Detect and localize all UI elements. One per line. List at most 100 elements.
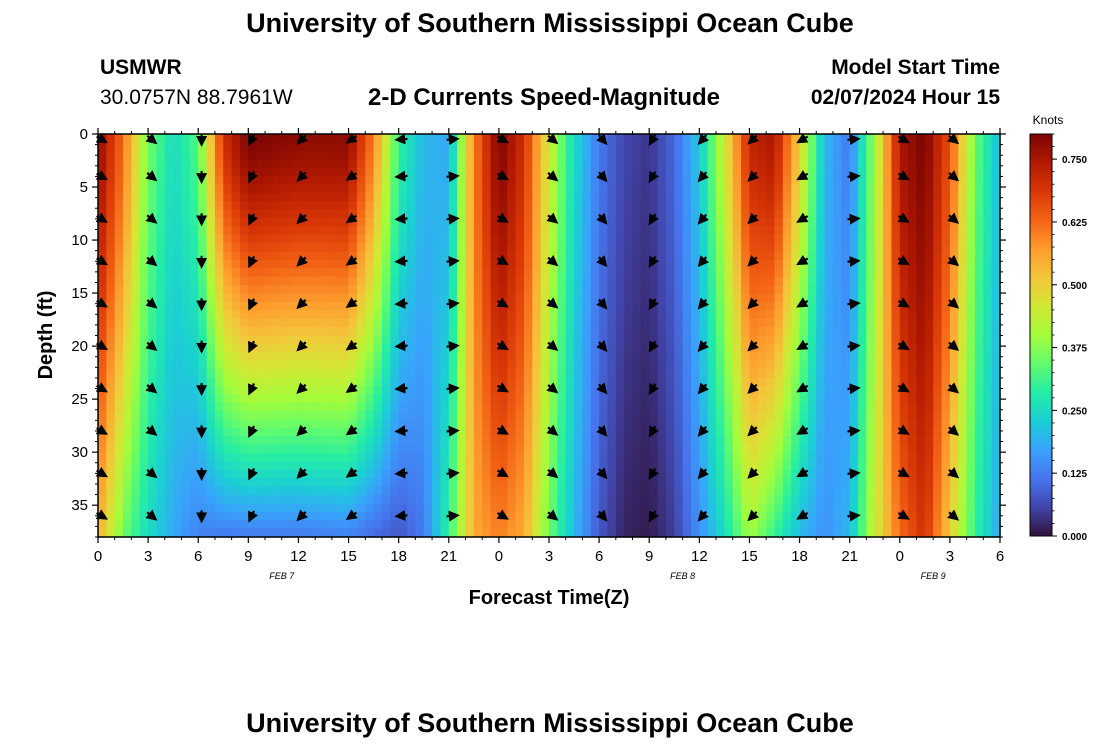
heatmap-cell bbox=[298, 369, 308, 379]
heatmap-cell bbox=[565, 327, 575, 337]
heatmap-cell bbox=[448, 201, 458, 211]
heatmap-cell bbox=[574, 335, 584, 345]
heatmap-cell bbox=[832, 234, 842, 244]
heatmap-cell bbox=[757, 444, 767, 454]
heatmap-cell bbox=[290, 268, 300, 278]
heatmap-cell bbox=[315, 159, 325, 169]
heatmap-cell bbox=[757, 285, 767, 295]
heatmap-cell bbox=[273, 377, 283, 387]
heatmap-cell bbox=[173, 251, 183, 261]
heatmap-cell bbox=[607, 226, 617, 236]
heatmap-cell bbox=[415, 301, 425, 311]
heatmap-cell bbox=[699, 285, 709, 295]
heatmap-cell bbox=[657, 402, 667, 412]
heatmap-cell bbox=[440, 175, 450, 185]
heatmap-cell bbox=[682, 335, 692, 345]
heatmap-cell bbox=[716, 444, 725, 454]
heatmap-cell bbox=[858, 184, 867, 194]
heatmap-cell bbox=[924, 276, 934, 286]
heatmap-cell bbox=[206, 268, 216, 278]
heatmap-cell bbox=[164, 226, 174, 236]
heatmap-cell bbox=[590, 469, 600, 479]
heatmap-cell bbox=[741, 394, 751, 404]
heatmap-cell bbox=[123, 209, 133, 219]
heatmap-cell bbox=[348, 486, 358, 496]
heatmap-cell bbox=[674, 234, 684, 244]
heatmap-cell bbox=[774, 385, 784, 395]
heatmap-cell bbox=[941, 444, 951, 454]
heatmap-cell bbox=[114, 301, 124, 311]
heatmap-cell bbox=[515, 259, 525, 269]
heatmap-cell bbox=[858, 503, 867, 513]
heatmap-cell bbox=[891, 285, 901, 295]
heatmap-cell bbox=[281, 411, 291, 421]
heatmap-cell bbox=[281, 134, 291, 143]
heatmap-cell bbox=[724, 369, 734, 379]
heatmap-cell bbox=[624, 192, 634, 202]
heatmap-cell bbox=[139, 134, 149, 143]
heatmap-cell bbox=[490, 478, 500, 488]
heatmap-cell bbox=[173, 201, 183, 211]
heatmap-cell bbox=[816, 327, 826, 337]
heatmap-cell bbox=[148, 377, 158, 387]
heatmap-cell bbox=[899, 276, 909, 286]
heatmap-cell bbox=[532, 402, 542, 412]
heatmap-cell bbox=[841, 175, 851, 185]
heatmap-cell bbox=[716, 377, 725, 387]
heatmap-cell bbox=[198, 503, 208, 513]
heatmap-cell bbox=[590, 436, 600, 446]
heatmap-cell bbox=[741, 301, 751, 311]
heatmap-cell bbox=[607, 276, 617, 286]
heatmap-cell bbox=[490, 352, 500, 362]
heatmap-cell bbox=[858, 293, 867, 303]
heatmap-cell bbox=[949, 436, 959, 446]
heatmap-cell bbox=[649, 201, 659, 211]
heatmap-cell bbox=[665, 268, 675, 278]
heatmap-cell bbox=[306, 150, 316, 160]
heatmap-cell bbox=[523, 167, 533, 177]
heatmap-cell bbox=[741, 511, 751, 521]
heatmap-cell bbox=[766, 503, 776, 513]
heatmap-cell bbox=[924, 268, 934, 278]
heatmap-cell bbox=[799, 419, 809, 429]
heatmap-cell bbox=[657, 385, 667, 395]
heatmap-cell bbox=[832, 427, 842, 437]
heatmap-cell bbox=[757, 310, 767, 320]
heatmap-cell bbox=[766, 268, 776, 278]
heatmap-cell bbox=[189, 385, 199, 395]
heatmap-cell bbox=[265, 201, 274, 211]
heatmap-cell bbox=[766, 419, 776, 429]
heatmap-cell bbox=[732, 175, 742, 185]
heatmap-cell bbox=[189, 427, 199, 437]
heatmap-cell bbox=[791, 201, 801, 211]
heatmap-cell bbox=[966, 369, 976, 379]
heatmap-cell bbox=[615, 268, 625, 278]
heatmap-cell bbox=[941, 419, 951, 429]
heatmap-cell bbox=[306, 268, 316, 278]
heatmap-cell bbox=[665, 453, 675, 463]
heatmap-cell bbox=[958, 201, 968, 211]
heatmap-cell bbox=[699, 159, 709, 169]
heatmap-cell bbox=[498, 436, 508, 446]
heatmap-cell bbox=[306, 192, 316, 202]
heatmap-cell bbox=[841, 134, 851, 143]
heatmap-cell bbox=[465, 150, 475, 160]
heatmap-cell bbox=[265, 327, 274, 337]
heatmap-cell bbox=[423, 503, 433, 513]
heatmap-cell bbox=[457, 478, 467, 488]
heatmap-cell bbox=[682, 352, 692, 362]
heatmap-cell bbox=[256, 234, 266, 244]
heatmap-cell bbox=[816, 503, 826, 513]
heatmap-cell bbox=[306, 251, 316, 261]
heatmap-cell bbox=[774, 142, 784, 152]
heatmap-cell bbox=[490, 495, 500, 505]
heatmap-cell bbox=[507, 226, 517, 236]
heatmap-cell bbox=[398, 486, 408, 496]
heatmap-cell bbox=[657, 469, 667, 479]
heatmap-cell bbox=[557, 411, 567, 421]
heatmap-cell bbox=[407, 217, 416, 227]
heatmap-cell bbox=[365, 184, 375, 194]
heatmap-cell bbox=[131, 520, 141, 530]
heatmap-cell bbox=[874, 201, 884, 211]
heatmap-cell bbox=[273, 495, 283, 505]
